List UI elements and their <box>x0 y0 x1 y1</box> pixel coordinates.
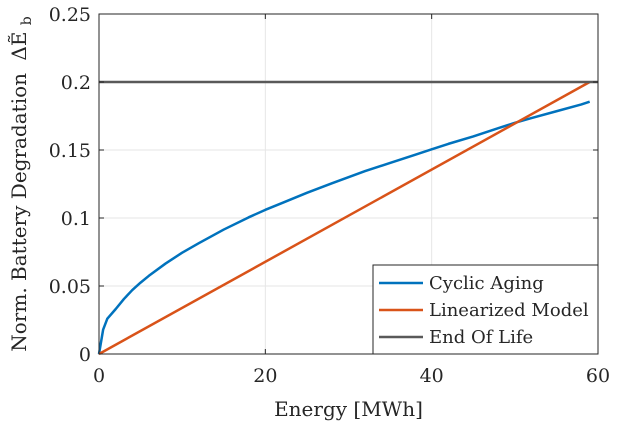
y-tick-label: 0 <box>79 344 91 366</box>
y-axis-label-symbol: ΔẼ <box>7 32 31 61</box>
ticks: 0 20 40 60 0 0.05 0.1 0.15 0.2 0.25 <box>49 4 610 387</box>
x-tick-label: 0 <box>93 365 105 387</box>
legend-label-end-of-life: End Of Life <box>429 327 533 348</box>
y-tick-label: 0.25 <box>49 4 91 26</box>
legend-label-cyclic-aging: Cyclic Aging <box>429 273 544 294</box>
y-tick-label: 0.15 <box>49 140 91 162</box>
legend: Cyclic Aging Linearized Model End Of Life <box>372 264 599 355</box>
series-layer <box>97 80 598 356</box>
y-axis-label: Norm. Battery Degradation ΔẼ b <box>7 16 35 352</box>
x-tick-label: 40 <box>420 365 444 387</box>
x-tick-label: 60 <box>586 365 610 387</box>
legend-label-linearized-model: Linearized Model <box>429 300 589 321</box>
series-line-cyclic-aging <box>97 100 591 355</box>
y-tick-label: 0.1 <box>61 208 91 230</box>
y-tick-label: 0.05 <box>49 276 91 298</box>
y-axis-label-text: Norm. Battery Degradation <box>7 73 31 352</box>
y-axis-label-subscript: b <box>19 16 35 25</box>
x-axis-label: Energy [MWh] <box>274 397 423 421</box>
series-line-linearized-model <box>98 80 591 356</box>
plot-frame <box>98 13 599 355</box>
x-tick-label: 20 <box>253 365 277 387</box>
y-tick-label: 0.2 <box>61 72 91 94</box>
